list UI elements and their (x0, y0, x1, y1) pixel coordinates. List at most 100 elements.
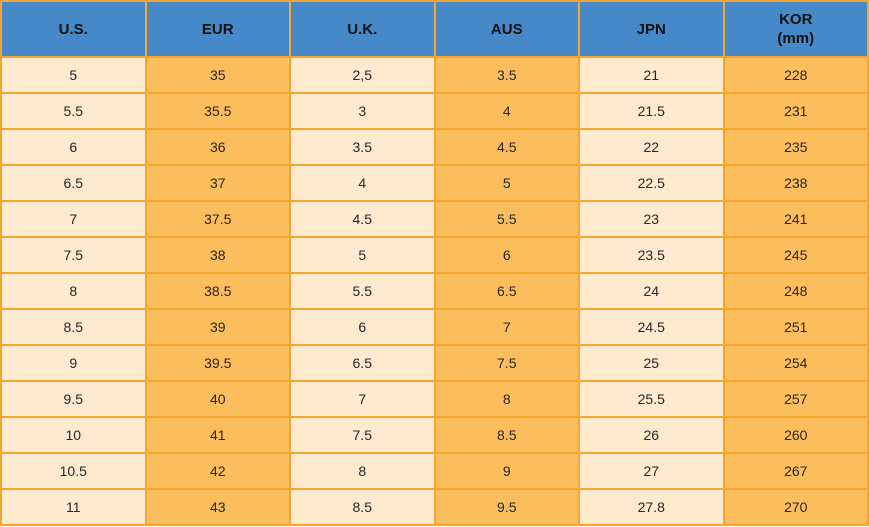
table-cell-kor: 235 (722, 128, 869, 166)
table-cell-aus: 9 (433, 452, 580, 490)
table-cell-uk: 8.5 (289, 488, 436, 526)
column-header-uk: U.K. (289, 0, 436, 58)
table-cell-us: 10.5 (0, 452, 147, 490)
table-cell-kor: 248 (722, 272, 869, 310)
column-header-label: JPN (636, 20, 666, 38)
table-cell-aus: 8.5 (433, 416, 580, 454)
table-cell-eur: 40 (144, 380, 291, 418)
column-header-label: U.S. (58, 20, 88, 38)
table-row: 5 35 2,5 3.5 21 228 (0, 56, 869, 94)
table-cell-eur: 37.5 (144, 200, 291, 238)
table-cell-us: 8 (0, 272, 147, 310)
table-cell-us: 10 (0, 416, 147, 454)
table-cell-jpn: 27 (578, 452, 725, 490)
table-cell-jpn: 27.8 (578, 488, 725, 526)
column-header-label: AUS (490, 20, 523, 38)
table-cell-uk: 6 (289, 308, 436, 346)
table-cell-us: 6.5 (0, 164, 147, 202)
table-cell-eur: 42 (144, 452, 291, 490)
table-cell-kor: 241 (722, 200, 869, 238)
column-header-kor: KOR (mm) (722, 0, 869, 58)
column-header-us: U.S. (0, 0, 147, 58)
table-body: 5 35 2,5 3.5 21 228 5.5 35.5 3 4 21.5 231 6 36 3.5 4.5 2… (0, 56, 869, 526)
table-cell-kor: 231 (722, 92, 869, 130)
table-cell-jpn: 26 (578, 416, 725, 454)
table-cell-jpn: 25 (578, 344, 725, 382)
table-cell-uk: 3 (289, 92, 436, 130)
table-cell-us: 5.5 (0, 92, 147, 130)
table-cell-uk: 8 (289, 452, 436, 490)
table-cell-jpn: 21.5 (578, 92, 725, 130)
table-cell-us: 9 (0, 344, 147, 382)
table-cell-aus: 5.5 (433, 200, 580, 238)
column-header-label: U.K. (347, 20, 378, 38)
table-cell-us: 7.5 (0, 236, 147, 274)
column-header-label: (mm) (777, 30, 815, 47)
table-cell-kor: 238 (722, 164, 869, 202)
table-row: 6.5 37 4 5 22.5 238 (0, 164, 869, 202)
table-cell-uk: 4 (289, 164, 436, 202)
table-cell-us: 6 (0, 128, 147, 166)
table-cell-eur: 35.5 (144, 92, 291, 130)
table-cell-us: 9.5 (0, 380, 147, 418)
table-cell-eur: 39 (144, 308, 291, 346)
table-cell-aus: 7 (433, 308, 580, 346)
table-cell-kor: 228 (722, 56, 869, 94)
table-row: 9.5 40 7 8 25.5 257 (0, 380, 869, 418)
table-cell-eur: 41 (144, 416, 291, 454)
column-header-aus: AUS (433, 0, 580, 58)
table-cell-jpn: 25.5 (578, 380, 725, 418)
table-cell-eur: 38.5 (144, 272, 291, 310)
table-cell-jpn: 21 (578, 56, 725, 94)
table-cell-aus: 4.5 (433, 128, 580, 166)
table-cell-kor: 257 (722, 380, 869, 418)
table-cell-jpn: 24.5 (578, 308, 725, 346)
table-cell-uk: 7.5 (289, 416, 436, 454)
table-cell-uk: 5 (289, 236, 436, 274)
table-row: 8 38.5 5.5 6.5 24 248 (0, 272, 869, 310)
table-cell-aus: 4 (433, 92, 580, 130)
table-cell-kor: 254 (722, 344, 869, 382)
table-row: 10 41 7.5 8.5 26 260 (0, 416, 869, 454)
table-cell-aus: 7.5 (433, 344, 580, 382)
table-cell-uk: 2,5 (289, 56, 436, 94)
table-cell-uk: 4.5 (289, 200, 436, 238)
table-cell-us: 5 (0, 56, 147, 94)
table-cell-kor: 267 (722, 452, 869, 490)
column-header-label: KOR (779, 11, 813, 28)
table-cell-jpn: 22 (578, 128, 725, 166)
table-cell-jpn: 22.5 (578, 164, 725, 202)
column-header-eur: EUR (144, 0, 291, 58)
table-cell-aus: 6 (433, 236, 580, 274)
table-cell-uk: 7 (289, 380, 436, 418)
table-cell-us: 7 (0, 200, 147, 238)
table-row: 8.5 39 6 7 24.5 251 (0, 308, 869, 346)
table-cell-eur: 35 (144, 56, 291, 94)
table-row: 11 43 8.5 9.5 27.8 270 (0, 488, 869, 526)
table-cell-aus: 6.5 (433, 272, 580, 310)
table-cell-uk: 5.5 (289, 272, 436, 310)
table-cell-eur: 43 (144, 488, 291, 526)
table-cell-kor: 270 (722, 488, 869, 526)
table-row: 7 37.5 4.5 5.5 23 241 (0, 200, 869, 238)
table-cell-eur: 36 (144, 128, 291, 166)
table-row: 9 39.5 6.5 7.5 25 254 (0, 344, 869, 382)
table-cell-us: 11 (0, 488, 147, 526)
table-cell-jpn: 23 (578, 200, 725, 238)
table-cell-eur: 38 (144, 236, 291, 274)
table-cell-eur: 37 (144, 164, 291, 202)
table-cell-aus: 5 (433, 164, 580, 202)
table-cell-aus: 3.5 (433, 56, 580, 94)
table-row: 10.5 42 8 9 27 267 (0, 452, 869, 490)
table-cell-kor: 251 (722, 308, 869, 346)
column-header-label: EUR (201, 20, 234, 38)
table-cell-jpn: 23.5 (578, 236, 725, 274)
column-header-jpn: JPN (578, 0, 725, 58)
table-cell-eur: 39.5 (144, 344, 291, 382)
table-row: 7.5 38 5 6 23.5 245 (0, 236, 869, 274)
table-cell-kor: 260 (722, 416, 869, 454)
table-cell-uk: 6.5 (289, 344, 436, 382)
table-cell-uk: 3.5 (289, 128, 436, 166)
